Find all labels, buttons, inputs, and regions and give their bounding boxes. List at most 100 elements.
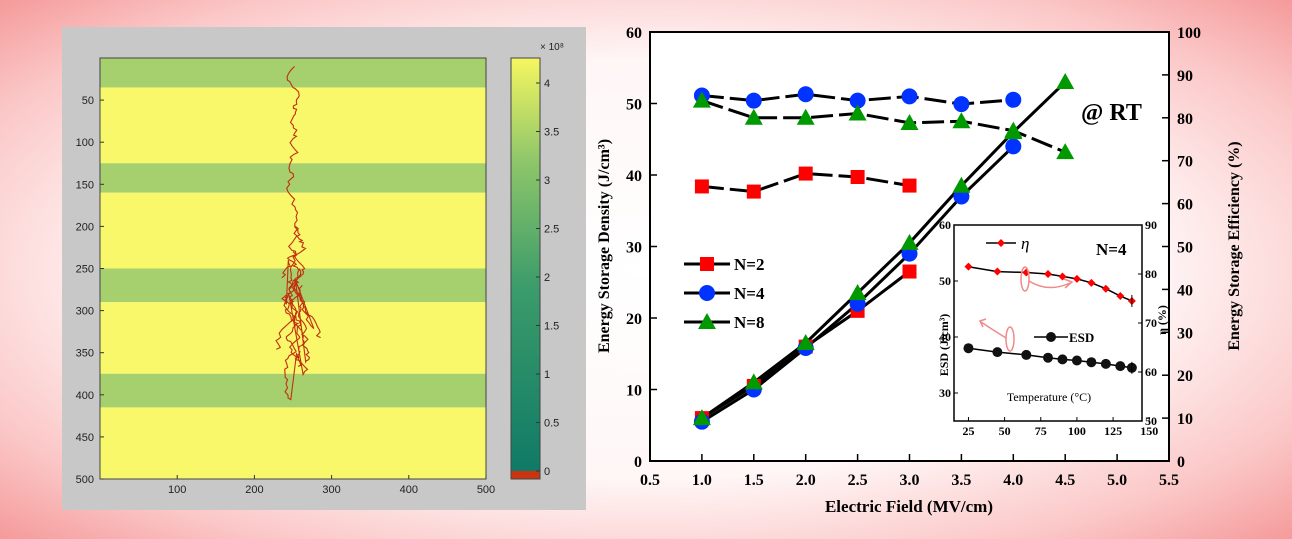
inset-legend-label-eta: η: [1021, 234, 1029, 253]
y2-tick-label: 30: [1177, 325, 1193, 342]
data-point-n-8: [744, 373, 763, 390]
y-tick-label: 50: [626, 97, 642, 114]
y-tick-label: 20: [626, 311, 642, 328]
data-point-n-8-efficiency: [692, 91, 711, 108]
esd-axis-arrow: [980, 321, 1007, 339]
y-tick-label: 40: [626, 168, 642, 185]
breakdown-tree: [275, 66, 321, 401]
y2-tick-label: 80: [1177, 111, 1193, 128]
data-point-n-8: [1056, 73, 1075, 90]
heatmap-svg: 50 100 150 200 250 300 350 400 450 500 100 200 300 4…: [76, 42, 564, 496]
inset-legend-marker-esd: [1046, 332, 1056, 342]
inset-point-esd: [1100, 358, 1111, 369]
data-point-n-4-efficiency: [901, 88, 918, 105]
inset-y-tick-label: 50: [939, 274, 951, 288]
heatmap-x-tick-label: 500: [477, 484, 495, 496]
colorbar-tick-label: 1.5: [544, 321, 559, 333]
data-point-n-8-efficiency: [952, 112, 971, 129]
eta-arrow-head: [1063, 278, 1074, 289]
inset-legend-marker-eta: [997, 239, 1005, 247]
heatmap-y-tick-label: 500: [76, 474, 94, 486]
data-point-n-2: [902, 264, 917, 279]
y-tick-label: 0: [634, 454, 642, 471]
heatmap-band-5: [100, 302, 486, 374]
y-tick-label: 60: [626, 25, 642, 42]
y-tick-label: 30: [626, 240, 642, 257]
inset-y2-tick-label: 90: [1145, 218, 1157, 232]
inset-point-esd: [992, 347, 1003, 358]
inset-x-tick-label: 150: [1140, 424, 1158, 438]
heatmap-figure: 50 100 150 200 250 300 350 400 450 500 100 200 300 4…: [62, 27, 586, 510]
inset-line-esd: [968, 347, 1133, 369]
x-tick-label: 2.0: [796, 472, 816, 489]
data-point-n-8-efficiency: [900, 113, 919, 130]
y2-tick-label: 100: [1177, 25, 1201, 42]
heatmap-y-tick-label: 50: [82, 95, 94, 107]
heatmap-y-tick-label: 100: [76, 137, 94, 149]
heatmap-y-tick-label: 400: [76, 390, 94, 402]
heatmap-x-tick-label: 300: [322, 484, 340, 496]
legend-marker: [699, 285, 715, 301]
inset-y-tick-label: 30: [939, 386, 951, 400]
x-tick-label: 0.5: [640, 472, 660, 489]
data-point-n-2-efficiency: [850, 170, 865, 185]
data-point-n-4-efficiency: [797, 86, 814, 103]
data-point-n-8-efficiency: [796, 108, 815, 125]
data-point-n-2-efficiency: [694, 179, 709, 194]
esd-axis-ellipse: [1005, 326, 1015, 352]
x-tick-label: 5.0: [1107, 472, 1127, 489]
heatmap-y-tick-label: 150: [76, 179, 94, 191]
data-point-n-8: [848, 283, 867, 300]
colorbar-tick-label: 1: [544, 369, 550, 381]
heatmap-y-tick-label: 450: [76, 432, 94, 444]
colorbar-tick-label: 2.5: [544, 224, 559, 236]
eta-axis-ellipse: [1020, 266, 1030, 292]
inset-y2-tick-label: 80: [1145, 267, 1157, 281]
x-tick-label: 1.5: [744, 472, 764, 489]
inset-point-eta: [964, 262, 973, 271]
x-tick-label: 4.0: [1003, 472, 1023, 489]
inset-chart: 25 50 75 100 125 150 30 40 50 60 50 60 70 80 90 Temper…: [937, 218, 1169, 438]
data-point-n-8-efficiency: [848, 104, 867, 121]
colorbar-tick-label: 4: [544, 78, 550, 90]
heatmap-y-tick-label: 250: [76, 264, 94, 276]
inset-point-eta: [1101, 284, 1110, 293]
heatmap-y-tick-label: 200: [76, 221, 94, 233]
y2-tick-label: 70: [1177, 154, 1193, 171]
eta-axis-arrow: [1028, 280, 1071, 289]
legend-marker: [698, 313, 716, 329]
heatmap-band-0: [100, 58, 486, 88]
data-point-n-4-efficiency: [953, 96, 970, 113]
inset-point-esd: [1086, 357, 1097, 368]
data-point-n-2-efficiency: [902, 178, 917, 193]
data-point-n-8: [900, 233, 919, 250]
y2-tick-label: 60: [1177, 197, 1193, 214]
inset-point-esd: [1043, 352, 1053, 363]
inset-x-tick-label: 125: [1104, 424, 1122, 438]
energy-storage-chart: 0.5 1.0 1.5 2.0 2.5 3.0 3.5 4.0 4.5 5.0 5.5 0 10 20 3…: [596, 25, 1243, 516]
data-point-n-4-efficiency: [745, 92, 762, 109]
heatmap-y-tick-label: 300: [76, 306, 94, 318]
inset-point-eta: [1087, 278, 1096, 287]
inset-point-esd: [1021, 349, 1032, 360]
colorbar-tick-label: 2: [544, 272, 550, 284]
heatmap-x-tick-label: 100: [168, 484, 186, 496]
colorbar-frame: [510, 57, 541, 480]
colorbar: [511, 58, 540, 471]
inset-y-tick-label: 40: [939, 330, 951, 344]
data-point-n-4-efficiency: [1005, 91, 1022, 108]
data-point-n-2-efficiency: [746, 184, 761, 199]
data-point-n-8: [796, 334, 815, 351]
series-line-n-2-efficiency: [701, 172, 910, 194]
heatmap-band-7: [100, 407, 486, 479]
legend-label: N=2: [734, 255, 764, 274]
heatmap-band-4: [100, 268, 486, 303]
data-point-n-4-efficiency: [849, 92, 866, 109]
colorbar-tick-label: 0.5: [544, 418, 559, 430]
x-tick-label: 4.5: [1055, 472, 1075, 489]
inset-point-eta: [1116, 292, 1125, 301]
data-point-n-8: [692, 409, 711, 426]
inset-point-esd: [1057, 354, 1068, 365]
inset-point-esd: [963, 343, 974, 354]
inset-point-eta: [1072, 274, 1081, 283]
